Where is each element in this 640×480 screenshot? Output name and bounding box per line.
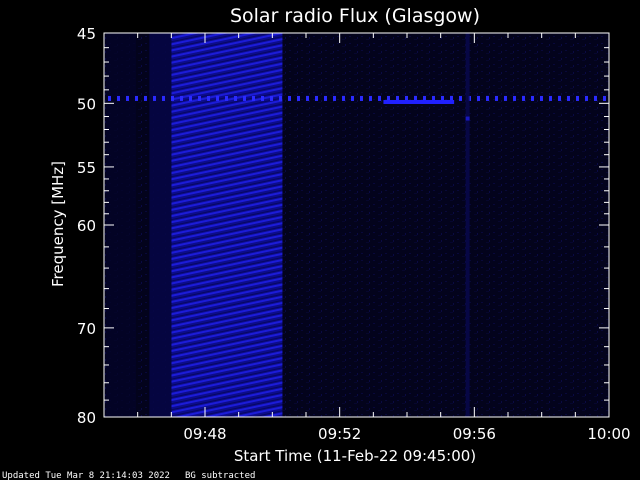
interference-dot — [297, 95, 300, 101]
interference-dot — [342, 95, 345, 101]
y-tick-label: 60 — [77, 217, 96, 235]
emission-segment — [383, 99, 455, 104]
interference-dot — [531, 95, 534, 101]
interference-dot — [315, 95, 318, 101]
y-tick-label: 45 — [77, 25, 96, 43]
interference-dot — [360, 95, 363, 101]
interference-dot — [126, 95, 129, 101]
band-leading-edge — [149, 33, 172, 417]
y-tick-label: 55 — [77, 159, 96, 177]
interference-dot — [522, 95, 525, 101]
x-tick-label: 09:56 — [453, 425, 496, 443]
interference-dot — [387, 95, 390, 101]
interference-dot — [432, 95, 435, 101]
y-tick-label: 70 — [77, 320, 96, 338]
plot-area — [104, 33, 609, 417]
interference-dot — [198, 95, 201, 101]
interference-dot — [513, 95, 516, 101]
x-tick-label: 10:00 — [587, 425, 630, 443]
interference-line — [108, 95, 606, 101]
vertical-streak — [465, 33, 470, 417]
interference-dot — [585, 95, 588, 101]
interference-dot — [396, 95, 399, 101]
interference-dot — [171, 95, 174, 101]
y-axis-title: Frequency [MHz] — [49, 161, 67, 287]
interference-dot — [369, 95, 372, 101]
interference-dot — [216, 95, 219, 101]
axes: 09:48 09:52 09:56 10:00 45 50 55 60 70 80 — [77, 25, 631, 443]
interference-dot — [324, 95, 327, 101]
interference-dot — [144, 95, 147, 101]
interference-dot — [117, 95, 120, 101]
bright-emission-band — [171, 33, 283, 417]
interference-dot — [207, 95, 210, 101]
interference-dot — [378, 95, 381, 101]
interference-dot — [423, 95, 426, 101]
interference-dot — [540, 95, 543, 101]
x-tick-label: 09:52 — [318, 425, 361, 443]
interference-dot — [504, 95, 507, 101]
interference-dot — [486, 95, 489, 101]
background-note: BG subtracted — [185, 471, 255, 480]
interference-dot — [450, 95, 453, 101]
interference-dot — [558, 95, 561, 101]
interference-dot — [603, 95, 606, 101]
x-axis-title: Start Time (11-Feb-22 09:45:00) — [234, 447, 476, 465]
interference-dot — [162, 95, 165, 101]
interference-dot — [252, 95, 255, 101]
x-tick-label: 09:48 — [183, 425, 226, 443]
interference-dot — [405, 95, 408, 101]
interference-dot — [477, 95, 480, 101]
interference-dot — [180, 95, 183, 101]
interference-dot — [108, 95, 111, 101]
interference-dot — [279, 95, 282, 101]
chart-title: Solar radio Flux (Glasgow) — [230, 5, 480, 27]
updated-timestamp: Updated Tue Mar 8 21:14:03 2022 — [2, 471, 170, 480]
streak-spot — [465, 116, 470, 121]
interference-dot — [351, 95, 354, 101]
interference-dot — [288, 95, 291, 101]
interference-dot — [441, 95, 444, 101]
interference-dot — [567, 95, 570, 101]
interference-dot — [225, 95, 228, 101]
y-tick-label: 80 — [77, 409, 96, 427]
interference-dot — [549, 95, 552, 101]
y-tick-label: 50 — [77, 95, 96, 113]
interference-dot — [135, 95, 138, 101]
interference-dot — [576, 95, 579, 101]
interference-dot — [243, 95, 246, 101]
interference-dot — [459, 95, 462, 101]
interference-dot — [495, 95, 498, 101]
interference-dot — [306, 95, 309, 101]
interference-dot — [189, 95, 192, 101]
interference-dot — [333, 95, 336, 101]
interference-dot — [594, 95, 597, 101]
interference-dot — [270, 95, 273, 101]
interference-dot — [261, 95, 264, 101]
interference-dot — [153, 95, 156, 101]
interference-dot — [234, 95, 237, 101]
interference-dot — [414, 95, 417, 101]
